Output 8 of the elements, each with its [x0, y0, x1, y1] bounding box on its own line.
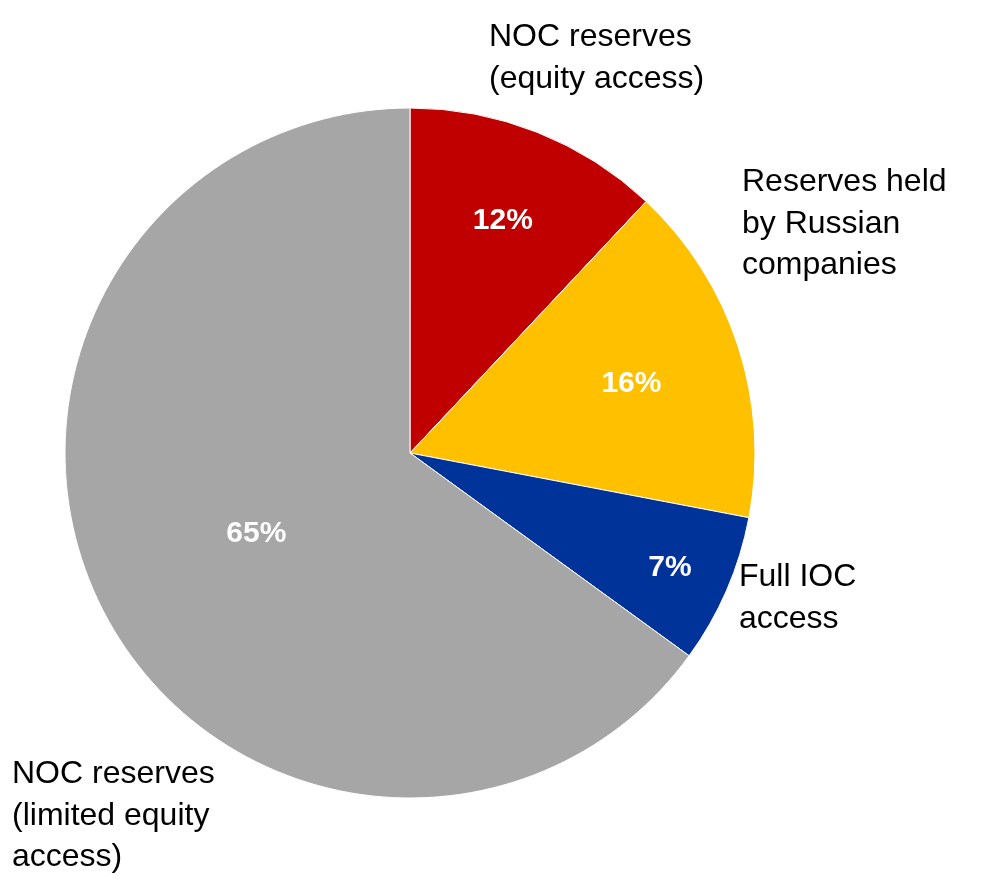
data-label: 7% — [648, 548, 692, 582]
slice-label: Reserves held by Russian companies — [742, 162, 947, 282]
data-label: 12% — [472, 202, 533, 236]
data-label: 16% — [601, 364, 662, 398]
data-label: 65% — [226, 514, 287, 548]
slice-label: Full IOC access — [739, 557, 857, 635]
slice-label: NOC reserves (limited equity access) — [12, 754, 215, 874]
slice-label: NOC reserves (equity access) — [489, 17, 705, 95]
